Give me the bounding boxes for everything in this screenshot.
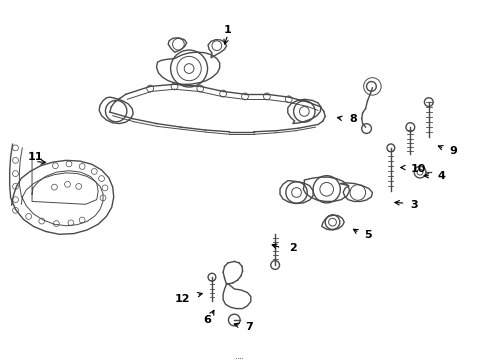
Text: 12: 12 — [175, 294, 191, 303]
Text: 6: 6 — [203, 315, 211, 325]
Text: 1: 1 — [224, 25, 232, 35]
Text: 10: 10 — [410, 164, 426, 174]
Text: 7: 7 — [245, 322, 253, 332]
Text: 5: 5 — [364, 230, 372, 240]
Text: 8: 8 — [349, 114, 357, 124]
Text: 9: 9 — [449, 147, 457, 157]
Text: 2: 2 — [289, 243, 296, 253]
Text: 11: 11 — [27, 152, 43, 162]
Text: 4: 4 — [437, 171, 445, 181]
Text: 3: 3 — [410, 200, 418, 210]
